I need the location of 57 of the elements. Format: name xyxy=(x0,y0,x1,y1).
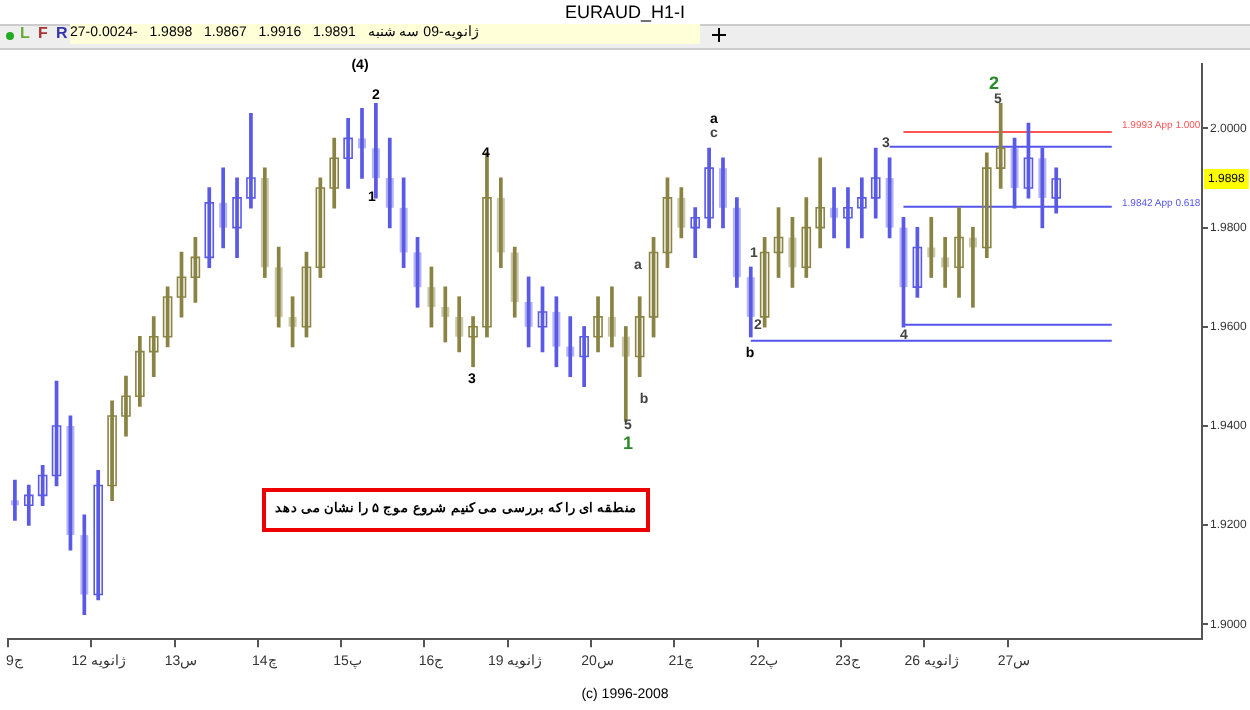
text: R xyxy=(56,24,68,44)
candlestick xyxy=(927,217,936,278)
candlestick xyxy=(981,152,992,259)
candlestick xyxy=(371,103,380,199)
candlestick xyxy=(343,117,353,189)
candlestick xyxy=(968,226,977,308)
candlestick xyxy=(385,137,394,229)
candlestick xyxy=(399,177,408,268)
text: F xyxy=(38,24,48,44)
candlestick xyxy=(246,112,256,209)
candlestick xyxy=(941,236,950,288)
candlestick xyxy=(148,316,159,378)
candlestick xyxy=(107,400,117,502)
text: L xyxy=(20,24,30,44)
candlestick xyxy=(441,286,450,343)
candlestick xyxy=(329,137,340,209)
candlestick xyxy=(260,167,269,278)
candlestick xyxy=(496,177,505,268)
candlestick xyxy=(801,197,812,278)
candlestick xyxy=(455,296,464,353)
candlestick xyxy=(954,207,964,298)
annotation: 1 xyxy=(622,433,634,453)
candlestick xyxy=(995,103,1006,189)
annotation: 2 xyxy=(988,73,1000,93)
candlestick xyxy=(274,246,283,328)
candlestick xyxy=(23,484,34,526)
candlestick xyxy=(566,316,575,378)
candlestick xyxy=(815,157,825,249)
candlestick xyxy=(37,464,48,506)
candlestick xyxy=(468,316,478,368)
candlestick xyxy=(232,177,242,259)
candlestick xyxy=(759,236,770,328)
candlestick xyxy=(579,326,589,387)
candlestick xyxy=(10,479,19,521)
candlestick xyxy=(315,177,326,278)
candlestick xyxy=(135,336,145,407)
candlestick xyxy=(80,514,89,616)
candlestick xyxy=(732,197,741,288)
candlestick xyxy=(204,187,215,268)
candlestick xyxy=(593,296,603,353)
candlestick xyxy=(634,296,645,378)
candlestick xyxy=(857,177,867,239)
candlestick xyxy=(843,187,853,249)
candlestick xyxy=(510,246,519,318)
chart-title: EURAUD_H1-I xyxy=(562,2,687,22)
candlestick xyxy=(121,375,131,437)
candlestick xyxy=(358,107,366,179)
candlestick xyxy=(93,469,103,601)
candlestick xyxy=(677,187,686,239)
candlestick xyxy=(607,286,616,348)
candlestick xyxy=(870,147,881,219)
candlestick xyxy=(718,157,727,229)
candlestick xyxy=(690,207,701,259)
candlestick xyxy=(830,187,839,239)
candlestick xyxy=(219,167,228,249)
candlestick xyxy=(704,147,714,229)
candlestick xyxy=(621,326,630,422)
